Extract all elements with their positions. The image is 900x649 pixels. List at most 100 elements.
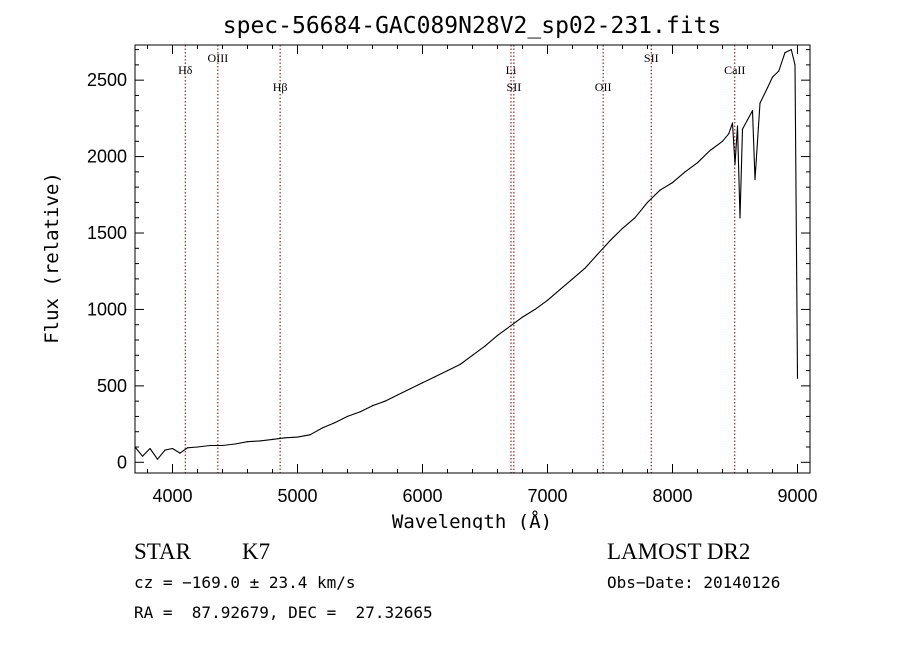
data-point — [646, 201, 649, 204]
data-point — [731, 122, 734, 124]
data-point — [521, 316, 524, 318]
data-point — [584, 267, 586, 269]
data-point — [728, 133, 730, 135]
data-point — [409, 388, 411, 390]
object-subclass: K7 — [242, 539, 271, 564]
emission-line-markers: Hδ OIII Hβ Li SII OII SII CaII — [178, 45, 745, 473]
observation-date: Obs−Date: 20140126 — [607, 573, 781, 592]
data-point — [164, 449, 166, 451]
data-point — [671, 181, 674, 184]
data-point — [571, 278, 574, 280]
data-point — [346, 415, 349, 418]
data-point — [234, 443, 236, 445]
data-point — [446, 369, 449, 372]
data-point — [246, 441, 249, 443]
data-point — [459, 363, 461, 366]
survey-name: LAMOST DR2 — [607, 539, 751, 564]
data-point — [709, 149, 711, 152]
data-point — [721, 140, 724, 142]
data-point — [739, 217, 741, 219]
line-marker-label: CaII — [724, 63, 745, 77]
data-point — [134, 446, 136, 448]
data-point — [621, 227, 624, 230]
data-point — [186, 447, 189, 449]
data-point — [209, 444, 211, 447]
y-tick-label: 1500 — [87, 223, 127, 243]
data-point — [141, 455, 144, 457]
data-point — [659, 189, 661, 191]
data-point — [384, 400, 386, 402]
data-point — [259, 440, 261, 442]
coordinates: RA = 87.92679, DEC = 27.32665 — [134, 603, 433, 622]
data-point — [771, 76, 774, 78]
data-point — [271, 438, 274, 440]
data-point — [396, 394, 399, 396]
x-tick-label: 7000 — [527, 486, 567, 506]
data-point — [434, 376, 436, 378]
data-point — [309, 434, 311, 436]
data-point — [759, 102, 761, 104]
object-class: STAR — [134, 539, 191, 564]
data-point — [784, 52, 786, 54]
data-point — [496, 334, 499, 337]
data-point — [634, 217, 636, 219]
data-point — [171, 447, 174, 450]
data-point — [746, 119, 749, 121]
line-marker-label: Li — [506, 63, 517, 77]
x-tick-label: 6000 — [402, 486, 442, 506]
line-marker-label: OIII — [208, 51, 229, 65]
y-tick-label: 2000 — [87, 147, 127, 167]
data-point — [741, 128, 744, 130]
chart-title: spec-56684-GAC089N28V2_sp02-231.fits — [223, 13, 722, 39]
y-tick-label: 1000 — [87, 299, 127, 319]
line-marker-label: Hδ — [178, 63, 193, 77]
y-tick-label: 500 — [97, 376, 127, 396]
data-point — [794, 64, 796, 66]
data-point — [179, 452, 181, 454]
data-point — [546, 299, 549, 301]
spectrum-line — [134, 49, 799, 460]
data-point — [334, 421, 336, 424]
x-tick-label: 4000 — [152, 486, 192, 506]
data-point — [534, 308, 536, 311]
redshift-velocity: cz = −169.0 ± 23.4 km/s — [134, 573, 356, 592]
data-point — [778, 70, 780, 72]
x-tick-label: 9000 — [777, 486, 817, 506]
line-marker-label: OII — [595, 80, 612, 94]
line-marker-label: SII — [507, 80, 522, 94]
data-point — [221, 444, 224, 447]
data-point — [734, 163, 736, 165]
data-point — [796, 377, 799, 379]
data-point — [559, 288, 561, 291]
series-layer — [134, 48, 799, 460]
data-point — [766, 87, 769, 89]
data-point — [684, 171, 686, 173]
data-point — [284, 437, 286, 439]
y-tick-label: 2500 — [87, 70, 127, 90]
y-tick-label: 0 — [117, 452, 127, 472]
data-point — [609, 240, 611, 242]
data-point — [736, 125, 739, 127]
data-point — [196, 446, 199, 448]
data-point — [421, 382, 424, 384]
spectrum-chart: spec-56684-GAC089N28V2_sp02-231.fits Flu… — [41, 13, 818, 530]
data-point — [371, 405, 374, 407]
line-marker-label: Hβ — [273, 80, 288, 94]
data-point — [509, 325, 511, 327]
data-point — [156, 458, 159, 460]
data-point — [751, 110, 754, 112]
plot-frame — [134, 44, 811, 474]
y-axis-label: Flux (relative) — [41, 172, 63, 344]
x-tick-label: 5000 — [277, 486, 317, 506]
data-point — [790, 48, 792, 51]
x-tick-label: 8000 — [652, 486, 692, 506]
data-point — [321, 427, 324, 429]
data-point — [484, 345, 486, 347]
data-point — [296, 436, 299, 438]
data-point — [754, 178, 756, 181]
data-point — [149, 447, 151, 450]
y-axis-label-text: Flux (relative) — [41, 172, 63, 344]
x-axis-label: Wavelength (Å) — [392, 510, 552, 530]
line-marker-label: SII — [644, 51, 659, 65]
axes: 4000 5000 6000 7000 8000 9000 0 500 1000 1500 2000… — [87, 44, 818, 506]
